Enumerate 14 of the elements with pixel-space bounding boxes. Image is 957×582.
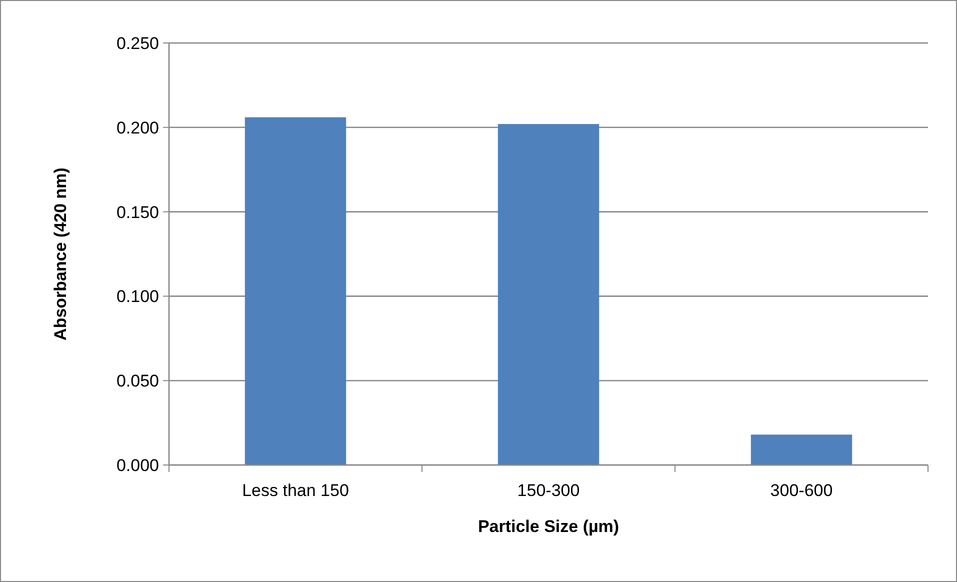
- y-tick-label: 0.100: [116, 287, 159, 306]
- y-tick-label: 0.000: [116, 456, 159, 475]
- y-tick-label: 0.050: [116, 372, 159, 391]
- x-axis-title: Particle Size (µm): [478, 517, 620, 536]
- y-axis-title: Absorbance (420 nm): [51, 168, 70, 340]
- y-tick-label: 0.200: [116, 118, 159, 138]
- y-tick-label: 0.150: [116, 202, 159, 222]
- bar: [750, 434, 852, 465]
- bar: [498, 124, 600, 465]
- x-tick-label: 300-600: [770, 481, 833, 500]
- x-tick-label: 150-300: [517, 481, 580, 500]
- x-tick-label: Less than 150: [242, 481, 349, 500]
- y-tick-label: 0.250: [116, 34, 159, 53]
- bar: [244, 117, 346, 465]
